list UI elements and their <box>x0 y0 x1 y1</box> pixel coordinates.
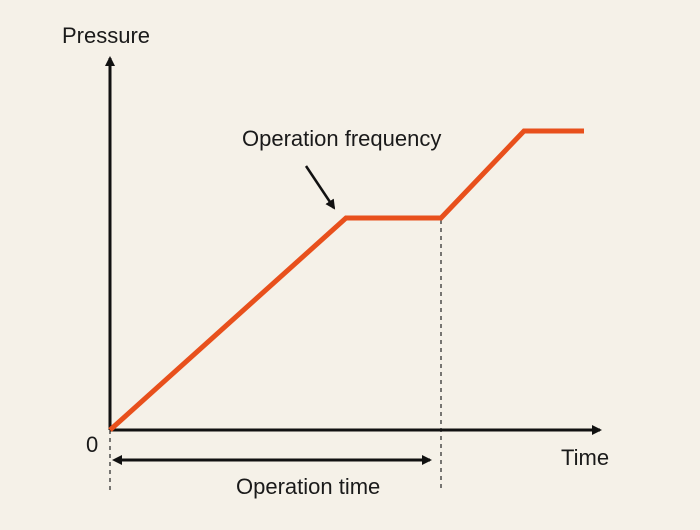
pressure-curve <box>108 128 584 432</box>
y-axis-label: Pressure <box>62 23 151 48</box>
span-label: Operation time <box>236 474 381 499</box>
x-axis-label: Time <box>561 445 610 470</box>
origin-label: 0 <box>86 432 99 457</box>
annotation-label: Operation frequency <box>242 126 442 151</box>
annotation-arrow <box>304 165 336 210</box>
